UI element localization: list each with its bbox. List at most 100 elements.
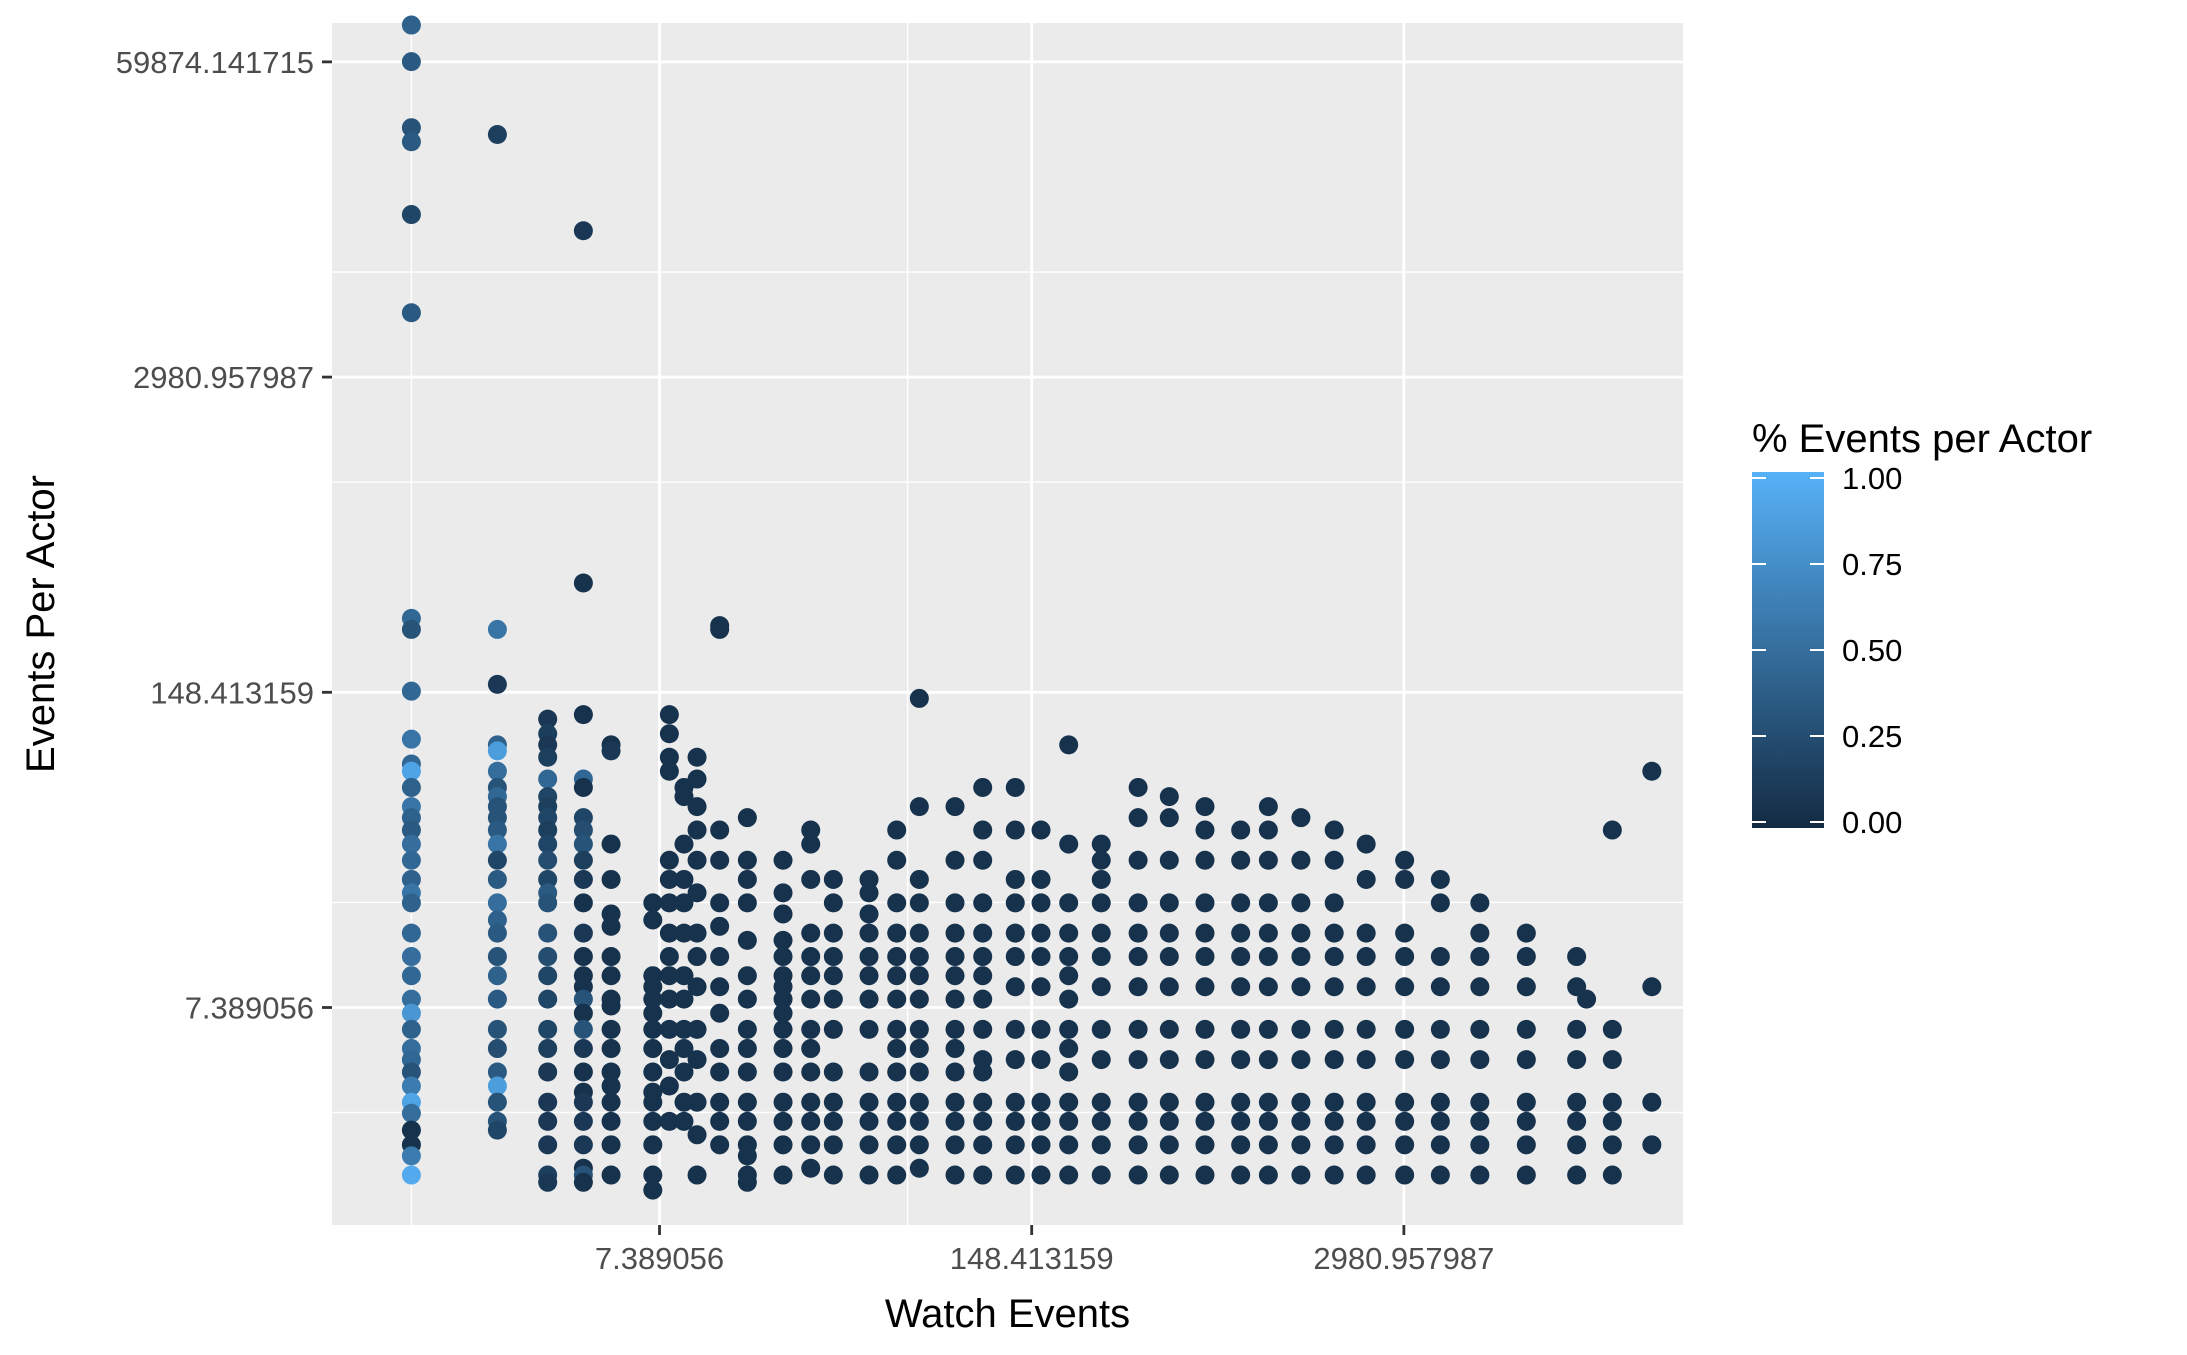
- data-point: [643, 1111, 663, 1131]
- data-point: [1195, 1092, 1215, 1112]
- data-point: [1159, 947, 1179, 967]
- data-point: [801, 1062, 821, 1082]
- data-point: [1091, 834, 1111, 854]
- data-point: [1642, 1092, 1662, 1112]
- data-point: [538, 1019, 558, 1039]
- data-point: [773, 1062, 793, 1082]
- data-point: [1291, 1019, 1311, 1039]
- data-point: [1195, 1111, 1215, 1131]
- data-point: [401, 834, 421, 854]
- data-point: [659, 1050, 679, 1070]
- data-point: [687, 923, 707, 943]
- data-point: [601, 1165, 621, 1185]
- data-point: [538, 1172, 558, 1192]
- data-point: [1005, 777, 1025, 797]
- data-point: [1291, 850, 1311, 870]
- y-tick-label: 2980.957987: [133, 360, 314, 395]
- data-point: [773, 850, 793, 870]
- data-point: [1031, 1135, 1051, 1155]
- data-point: [710, 1062, 730, 1082]
- data-point: [1324, 1111, 1344, 1131]
- x-axis-label: Watch Events: [885, 1292, 1130, 1336]
- data-point: [887, 1019, 907, 1039]
- data-point: [1059, 989, 1079, 1009]
- data-point: [674, 1039, 694, 1059]
- data-point: [1159, 1019, 1179, 1039]
- data-point: [1059, 834, 1079, 854]
- data-point: [1516, 977, 1536, 997]
- data-point: [1128, 1111, 1148, 1131]
- data-point: [643, 1039, 663, 1059]
- data-point: [401, 1165, 421, 1185]
- data-point: [1395, 923, 1415, 943]
- data-point: [601, 996, 621, 1016]
- data-point: [823, 923, 843, 943]
- data-point: [1470, 1050, 1490, 1070]
- data-point: [1291, 1165, 1311, 1185]
- data-point: [973, 989, 993, 1009]
- data-point: [1291, 947, 1311, 967]
- data-point: [801, 947, 821, 967]
- data-point: [1324, 977, 1344, 997]
- data-point: [1031, 893, 1051, 913]
- data-point: [945, 850, 965, 870]
- data-point: [1567, 1092, 1587, 1112]
- data-point: [973, 1062, 993, 1082]
- data-point: [659, 989, 679, 1009]
- data-point: [601, 1062, 621, 1082]
- data-point: [401, 947, 421, 967]
- data-point: [1291, 1135, 1311, 1155]
- data-point: [887, 820, 907, 840]
- data-points: [401, 15, 1662, 1200]
- data-point: [945, 1092, 965, 1112]
- data-point: [1567, 1135, 1587, 1155]
- data-point: [1005, 947, 1025, 967]
- data-point: [1159, 1135, 1179, 1155]
- data-point: [687, 947, 707, 967]
- data-point: [601, 741, 621, 761]
- data-point: [1258, 923, 1278, 943]
- data-point: [1602, 1050, 1622, 1070]
- data-point: [1231, 977, 1251, 997]
- data-point: [687, 850, 707, 870]
- data-point: [1195, 947, 1215, 967]
- data-point: [859, 1019, 879, 1039]
- data-point: [401, 1003, 421, 1023]
- data-point: [1031, 1092, 1051, 1112]
- data-point: [1395, 1092, 1415, 1112]
- data-point: [1005, 1019, 1025, 1039]
- data-point: [674, 1062, 694, 1082]
- data-point: [674, 989, 694, 1009]
- data-point: [773, 1019, 793, 1039]
- data-point: [1356, 1111, 1376, 1131]
- y-tick-label: 59874.141715: [116, 45, 314, 80]
- data-point: [1567, 1111, 1587, 1131]
- data-point: [1291, 808, 1311, 828]
- data-point: [643, 893, 663, 913]
- data-point: [1005, 977, 1025, 997]
- data-point: [1516, 947, 1536, 967]
- data-point: [573, 221, 593, 241]
- data-point: [737, 966, 757, 986]
- data-point: [1031, 977, 1051, 997]
- data-point: [1091, 1092, 1111, 1112]
- data-point: [945, 1111, 965, 1131]
- data-point: [401, 761, 421, 781]
- data-point: [1159, 1092, 1179, 1112]
- data-point: [674, 893, 694, 913]
- data-point: [859, 904, 879, 924]
- data-point: [1395, 1050, 1415, 1070]
- data-point: [601, 1135, 621, 1155]
- data-point: [1005, 869, 1025, 889]
- data-point: [801, 1158, 821, 1178]
- data-point: [1091, 893, 1111, 913]
- data-point: [823, 1092, 843, 1112]
- y-axis-label: Events Per Actor: [19, 475, 63, 773]
- data-point: [601, 834, 621, 854]
- data-point: [887, 1062, 907, 1082]
- data-point: [674, 1019, 694, 1039]
- data-point: [573, 834, 593, 854]
- data-point: [1356, 947, 1376, 967]
- data-point: [1031, 869, 1051, 889]
- data-point: [710, 850, 730, 870]
